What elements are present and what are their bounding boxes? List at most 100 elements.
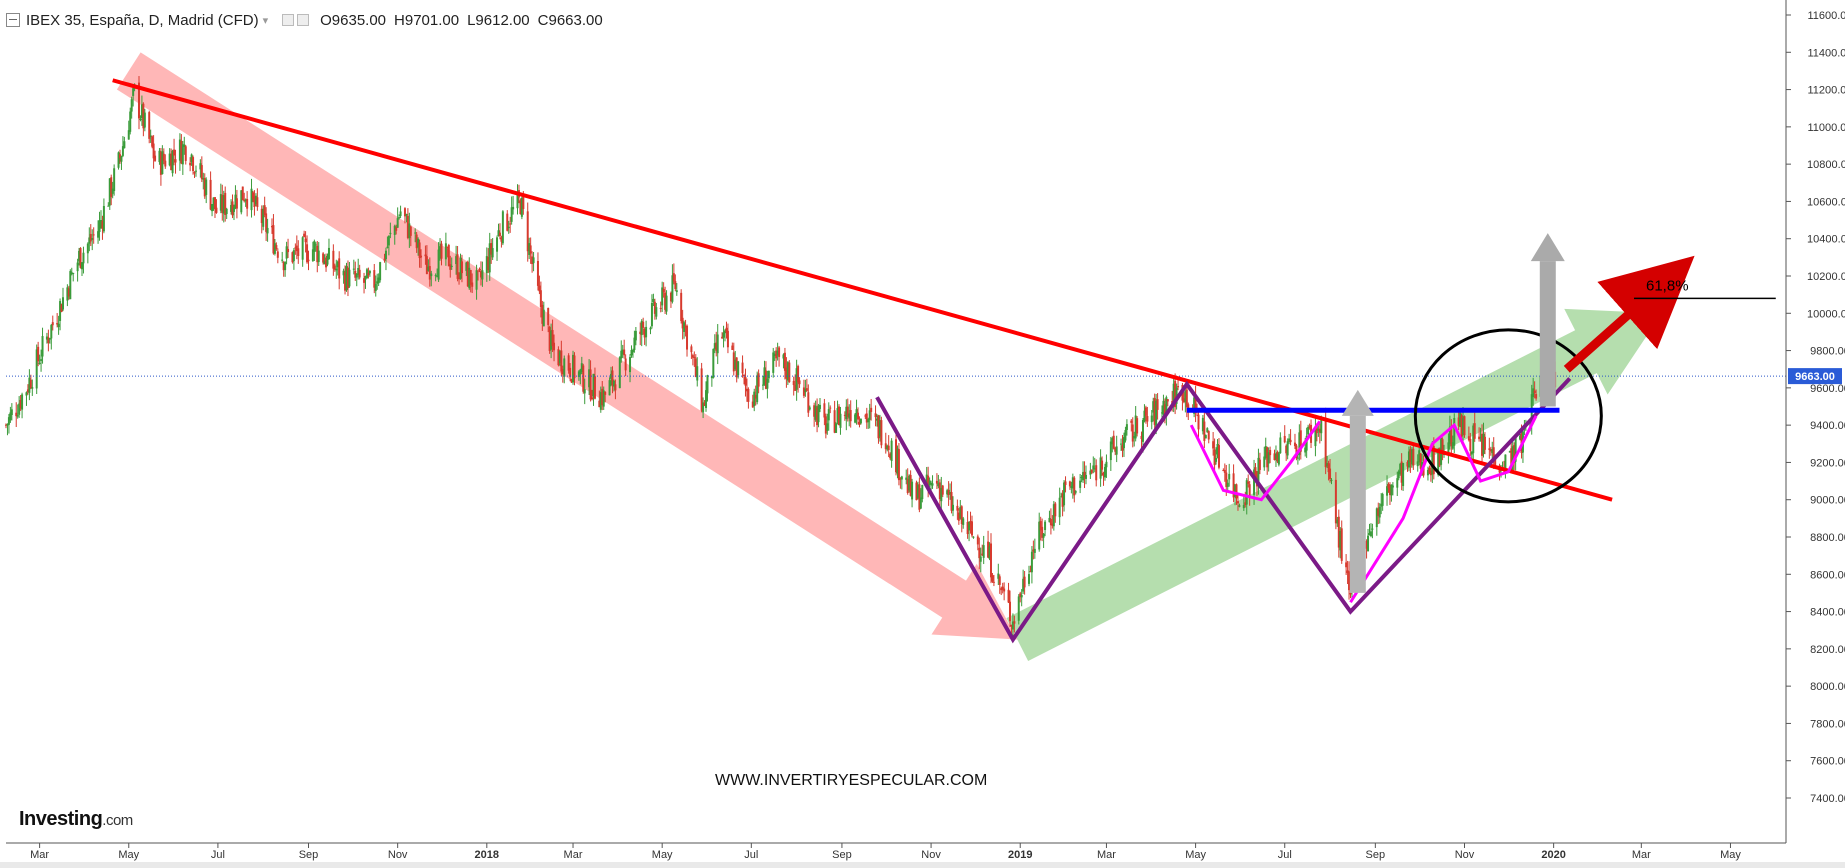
candle-body-up [230,205,233,212]
candle-body-down [1023,576,1026,588]
candle-body-down [1187,404,1190,410]
candle-body-down [1064,481,1067,485]
candle-body-down [1269,449,1272,456]
candle-body-down [531,256,534,265]
candle-body-down [1236,501,1239,504]
candle-body-up [387,235,390,246]
candle-body-up [171,150,174,174]
candle-body-down [690,346,693,353]
candle-body-down [142,103,145,129]
settings-icon[interactable] [297,14,310,26]
candle-body-up [168,153,171,166]
candle-body-up [859,418,862,424]
candle-body-down [560,350,563,372]
candle-body-up [1193,397,1196,414]
symbol-name[interactable]: IBEX 35, España, D, Madrid (CFD) [26,11,259,29]
candle-body-down [1308,426,1311,428]
candle-body-up [1396,478,1399,488]
candle-body-up [633,337,636,350]
candle-body-down [1329,468,1332,480]
candle-body-down [987,541,990,558]
bottom-scrollbar[interactable] [0,862,1845,868]
candle-body-up [1234,484,1237,497]
candle-body-up [468,267,471,289]
candle-body-up [386,246,389,248]
candle-body-down [1483,436,1486,450]
candle-body-down [303,233,306,237]
time-axis[interactable]: Mar May Jul Sep Nov 2018 Mar May Jul Sep Nov 2019 Ma… [6,842,1786,861]
candle-body-down [440,243,443,259]
candle-body-up [130,99,133,112]
candle-body-up [357,267,360,275]
candle-body-down [957,512,960,521]
candle-body-down [358,269,361,278]
candle-body-down [307,259,310,262]
candle-body-up [652,298,655,302]
eye-icon[interactable] [282,14,295,26]
candle-body-up [1226,482,1229,487]
candle-body-down [26,389,29,393]
candle-body-up [1245,480,1248,505]
candle-body-down [1276,452,1279,462]
candle-body-down [950,491,953,511]
price-axis[interactable]: 7400.00 7600.00 7800.00 8000.00 8200.00 8400.… [1785,0,1845,843]
candle-body-down [260,208,263,224]
candle-body-down [966,522,969,535]
price-tick-label: 11600.00 [1807,10,1845,22]
candle-body-up [1491,449,1494,454]
candle-body-down [732,352,735,372]
candle-body-up [465,262,468,271]
candle-body-down [874,413,877,418]
candle-body-down [1121,445,1124,451]
price-tick-label: 8800.00 [1810,532,1845,544]
candle-body-up [1022,578,1025,592]
candle-body-up [845,406,848,420]
candle-body-down [409,226,412,236]
candles-layer [5,76,1557,639]
chevron-down-icon[interactable]: ▾ [262,14,269,27]
candle-body-up [41,336,44,357]
candle-body-up [867,419,870,423]
candle-body-down [490,243,493,255]
candle-body-up [262,208,265,227]
candle-body-down [788,362,791,383]
candle-body-down [992,581,995,583]
high-value: H9701.00 [394,11,460,29]
candle-body-up [488,243,491,273]
candle-body-up [311,249,314,261]
collapse-legend-icon[interactable] [6,13,20,27]
candle-body-up [916,484,919,498]
candle-body-down [1337,516,1340,548]
candle-body-up [374,284,377,292]
candle-body-up [890,440,893,461]
candle-body-up [629,357,632,373]
candle-body-up [491,248,494,258]
candle-body-up [645,326,648,338]
candle-body-up [855,409,858,417]
price-tick-label: 8400.00 [1810,607,1845,619]
candle-body-up [756,375,759,403]
candle-body-up [149,135,152,138]
candle-body-down [838,406,841,426]
candle-body-up [212,197,215,206]
candle-body-up [1082,472,1085,481]
time-tick-label: Sep [1366,849,1386,861]
candle-body-down [509,223,512,225]
candle-body-down [1212,441,1215,449]
candle-body-up [250,188,253,211]
candle-body-up [285,246,288,259]
candle-body-up [16,415,19,417]
candle-body-up [1459,412,1462,427]
candle-body-down [1197,414,1200,430]
candle-body-up [475,270,478,290]
candle-body-up [968,521,971,531]
candle-body-down [741,362,744,374]
candle-body-up [640,320,643,336]
candle-body-down [346,267,349,289]
candle-body-up [532,257,535,264]
candle-body-up [1431,449,1434,475]
candle-body-down [1348,571,1351,591]
candle-body-up [1451,442,1454,449]
candle-body-up [1407,451,1410,468]
candle-body-up [232,207,235,212]
